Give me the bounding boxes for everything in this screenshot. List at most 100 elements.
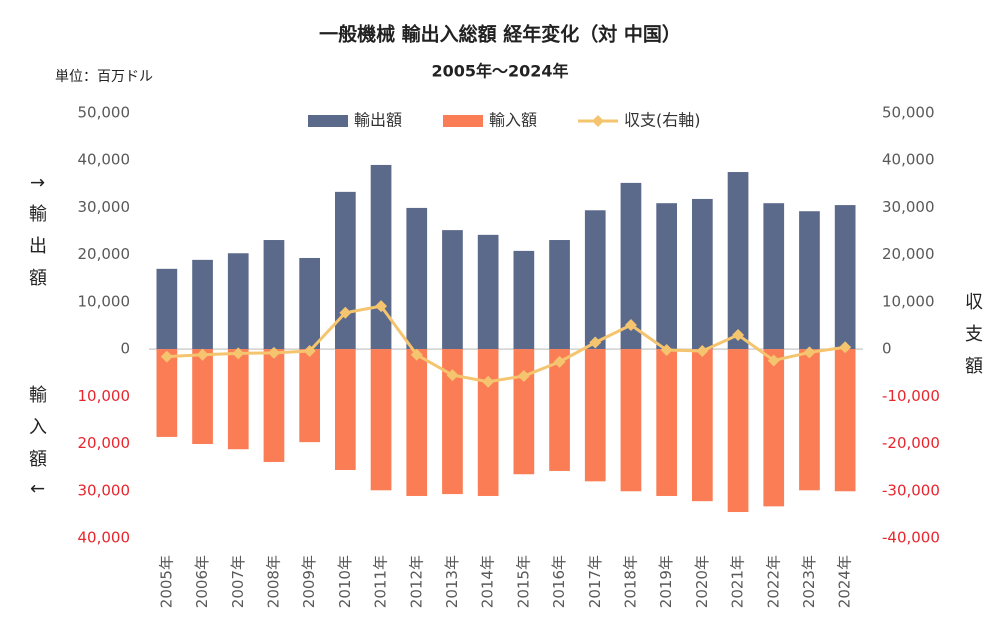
chart-title: 一般機械 輸出入総額 経年変化（対 中国） <box>319 23 681 46</box>
bar <box>620 182 642 350</box>
x-tick-label: 2023年 <box>800 555 818 608</box>
line-marker <box>660 344 673 357</box>
line-marker <box>375 300 388 313</box>
x-tick-label: 2019年 <box>657 555 675 608</box>
y-tick-label: 10,000 <box>78 292 131 310</box>
bar <box>834 205 856 350</box>
bar <box>620 349 642 492</box>
bar <box>656 349 678 496</box>
bar <box>656 203 678 350</box>
line-marker <box>732 328 745 341</box>
y-axis-label: ↑輸出額 <box>26 175 47 300</box>
x-tick-label: 2009年 <box>300 555 318 608</box>
chart-subtitle: 2005年～2024年 <box>431 62 568 81</box>
line-marker <box>303 345 316 357</box>
x-tick-label: 2017年 <box>586 555 604 608</box>
x-tick-label: 2020年 <box>693 555 711 608</box>
bar <box>299 257 321 350</box>
bar <box>263 349 285 462</box>
x-tick-label: 2015年 <box>514 555 532 608</box>
y2-tick-label: -20,000 <box>882 434 940 452</box>
bar <box>156 349 178 437</box>
bar <box>192 349 213 445</box>
y2-tick-label: 20,000 <box>882 245 935 263</box>
bar <box>691 198 713 350</box>
line-marker <box>267 346 280 359</box>
y2-tick-label: -10,000 <box>882 387 940 405</box>
bar <box>799 349 820 491</box>
bar <box>406 349 428 496</box>
bar <box>549 240 570 350</box>
legend-swatch <box>308 115 348 127</box>
bar <box>442 349 463 495</box>
legend-swatch <box>443 115 483 127</box>
bar <box>834 349 856 492</box>
y-tick-label: 0 <box>120 340 130 358</box>
legend-label: 収支(右軸) <box>624 111 701 130</box>
bar <box>227 253 249 350</box>
bar <box>513 250 535 350</box>
legend-label: 輸入額 <box>489 111 537 130</box>
x-tick-label: 2022年 <box>764 555 782 608</box>
unit-label: 単位：百万ドル <box>55 69 153 85</box>
line-marker <box>553 355 566 368</box>
x-tick-label: 2006年 <box>193 555 211 608</box>
y2-tick-label: 50,000 <box>882 104 935 122</box>
y2-axis-label: 収支額 <box>962 292 983 388</box>
y-tick-label: 40,000 <box>78 529 131 547</box>
bar <box>192 259 213 350</box>
bar <box>227 349 249 450</box>
y2-tick-label: 0 <box>882 340 892 358</box>
bar <box>763 203 785 350</box>
bar <box>156 268 178 350</box>
line-marker <box>589 336 602 349</box>
line-marker <box>482 375 495 388</box>
legend-swatch <box>592 115 604 127</box>
line-marker <box>410 348 423 361</box>
y-axis-label: 輸入額↓ <box>26 385 47 510</box>
y-tick-label: 40,000 <box>78 151 131 169</box>
x-tick-label: 2007年 <box>229 555 247 608</box>
line-marker <box>803 346 816 359</box>
y2-tick-label: -30,000 <box>882 481 940 499</box>
legend-label: 輸出額 <box>354 111 402 130</box>
y2-tick-label: 40,000 <box>882 151 935 169</box>
x-tick-label: 2014年 <box>479 555 497 608</box>
y-tick-label: 50,000 <box>78 104 131 122</box>
bar <box>584 349 606 482</box>
bar <box>691 349 713 502</box>
x-tick-label: 2012年 <box>407 555 425 608</box>
line-marker <box>839 341 852 354</box>
x-tick-label: 2011年 <box>372 555 390 608</box>
bar <box>334 191 356 350</box>
x-tick-label: 2010年 <box>336 555 354 608</box>
bar <box>299 349 321 443</box>
bar <box>406 207 428 350</box>
bar <box>370 164 392 350</box>
y2-tick-label: 10,000 <box>882 292 935 310</box>
bar <box>334 349 356 470</box>
bar <box>263 240 285 350</box>
y-tick-label: 10,000 <box>78 387 131 405</box>
y-tick-label: 20,000 <box>78 245 131 263</box>
line-marker <box>624 319 637 332</box>
bar <box>763 349 785 507</box>
line-marker <box>339 306 352 319</box>
x-tick-label: 2008年 <box>264 555 282 608</box>
line-marker <box>160 350 173 363</box>
y-tick-label: 30,000 <box>78 198 131 216</box>
y-tick-label: 30,000 <box>78 481 131 499</box>
x-tick-label: 2021年 <box>729 555 747 608</box>
x-tick-label: 2016年 <box>550 555 568 608</box>
bar <box>799 211 820 350</box>
bar <box>370 349 392 491</box>
line-marker <box>696 345 709 357</box>
x-tick-label: 2005年 <box>157 555 175 608</box>
bar <box>513 349 535 475</box>
bar <box>727 172 749 350</box>
line <box>166 304 846 384</box>
y-tick-label: 20,000 <box>78 434 131 452</box>
line-marker <box>446 369 459 382</box>
y2-tick-label: 30,000 <box>882 198 935 216</box>
